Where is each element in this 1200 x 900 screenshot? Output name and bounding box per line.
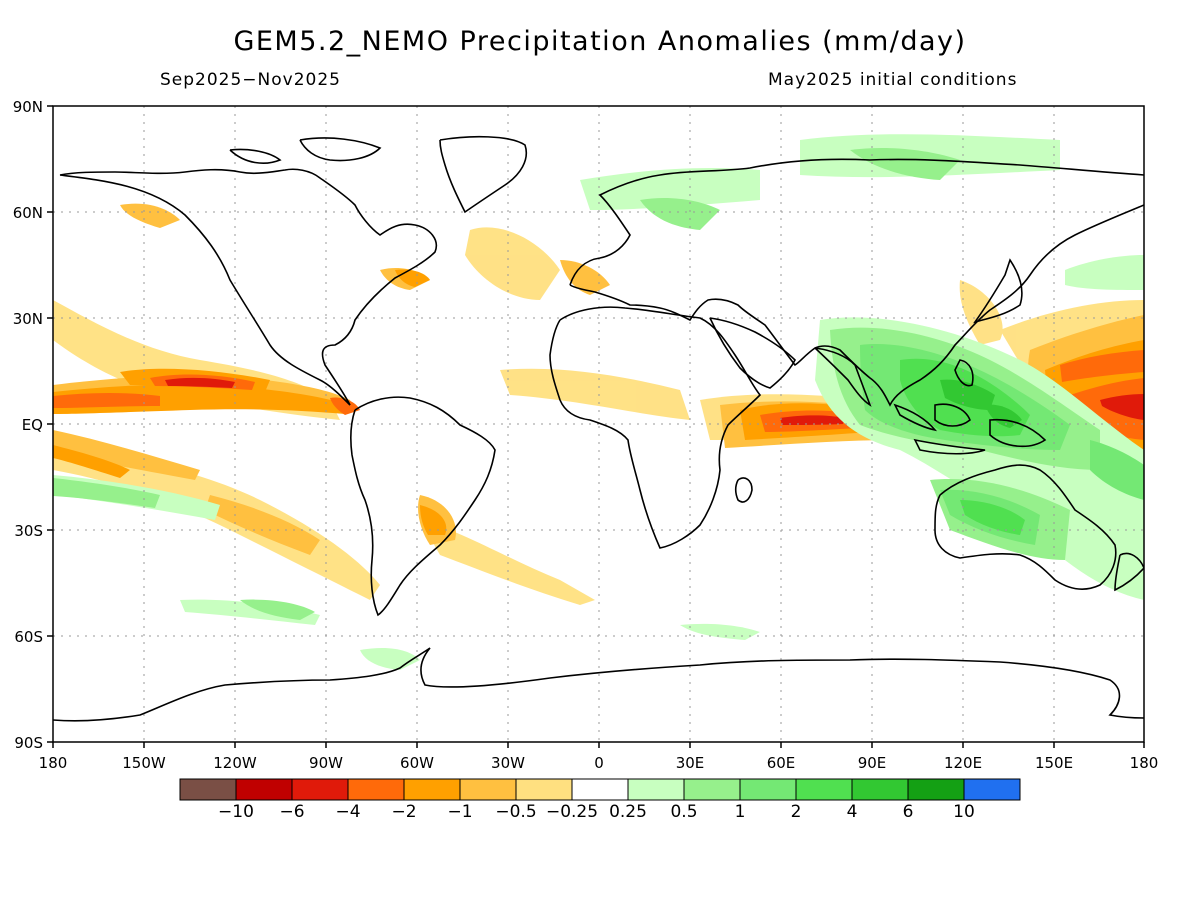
initial-conditions: May2025 initial conditions <box>768 70 1018 90</box>
colorbar-swatch <box>795 778 853 801</box>
lat-label: 90S <box>14 734 43 752</box>
colorbar-swatch <box>571 778 629 801</box>
coastline-australia <box>934 464 1117 590</box>
coastline-north-america <box>59 168 437 406</box>
colorbar-label: 6 <box>902 802 914 822</box>
coastline-greenland <box>439 135 527 214</box>
colorbar-label: 10 <box>953 802 975 822</box>
coastline-africa <box>549 306 762 549</box>
lon-label: 180 <box>39 754 68 772</box>
colorbar-label: 0.25 <box>609 802 647 822</box>
forecast-period: Sep2025−Nov2025 <box>160 70 341 90</box>
colorbar-label: −0.5 <box>495 802 537 822</box>
lon-label: 90W <box>309 754 343 772</box>
colorbar-swatch <box>347 778 405 801</box>
colorbar-label: −10 <box>218 802 254 822</box>
lat-label: 60S <box>14 628 43 646</box>
colorbar-label: 0.5 <box>670 802 698 822</box>
lon-label: 60W <box>400 754 434 772</box>
lon-label: 30W <box>491 754 525 772</box>
lon-label: 0 <box>594 754 604 772</box>
lon-label: 180 <box>1130 754 1159 772</box>
colorbar-label: 2 <box>790 802 802 822</box>
graticule <box>53 106 1144 742</box>
lon-label: 120E <box>944 754 982 772</box>
coastline-south-america <box>349 396 496 617</box>
colorbar <box>179 778 1021 801</box>
colorbar-label: −4 <box>335 802 361 822</box>
colorbar-label: 4 <box>846 802 858 822</box>
colorbar-swatch <box>739 778 797 801</box>
lat-label: EQ <box>22 416 43 434</box>
lat-label: 30N <box>13 310 43 328</box>
map-title: GEM5.2_NEMO Precipitation Anomalies (mm/… <box>233 26 967 57</box>
colorbar-swatch <box>907 778 965 801</box>
colorbar-swatch <box>627 778 685 801</box>
colorbar-swatch <box>459 778 517 801</box>
lon-label: 120W <box>213 754 257 772</box>
colorbar-label: −0.25 <box>545 802 599 822</box>
anomaly-field <box>53 134 1144 670</box>
colorbar-swatch <box>403 778 461 801</box>
colorbar-label: −2 <box>391 802 417 822</box>
colorbar-label: 1 <box>734 802 746 822</box>
axis-ticks <box>47 105 1145 748</box>
lon-label: 30E <box>676 754 705 772</box>
lon-label: 150W <box>122 754 166 772</box>
colorbar-label: −1 <box>447 802 473 822</box>
colorbar-swatch <box>683 778 741 801</box>
colorbar-swatch <box>963 778 1021 801</box>
colorbar-swatch <box>179 778 237 801</box>
lat-label: 90N <box>13 98 43 116</box>
colorbar-label: −6 <box>279 802 305 822</box>
colorbar-swatch <box>851 778 909 801</box>
lat-label: 30S <box>14 522 43 540</box>
lat-label: 60N <box>13 204 43 222</box>
lon-label: 90E <box>858 754 887 772</box>
coastlines <box>53 135 1144 722</box>
colorbar-swatch <box>235 778 293 801</box>
lon-label: 150E <box>1035 754 1073 772</box>
colorbar-swatch <box>291 778 349 801</box>
coastline-antarctica <box>53 647 1144 722</box>
colorbar-swatch <box>515 778 573 801</box>
lon-label: 60E <box>767 754 796 772</box>
